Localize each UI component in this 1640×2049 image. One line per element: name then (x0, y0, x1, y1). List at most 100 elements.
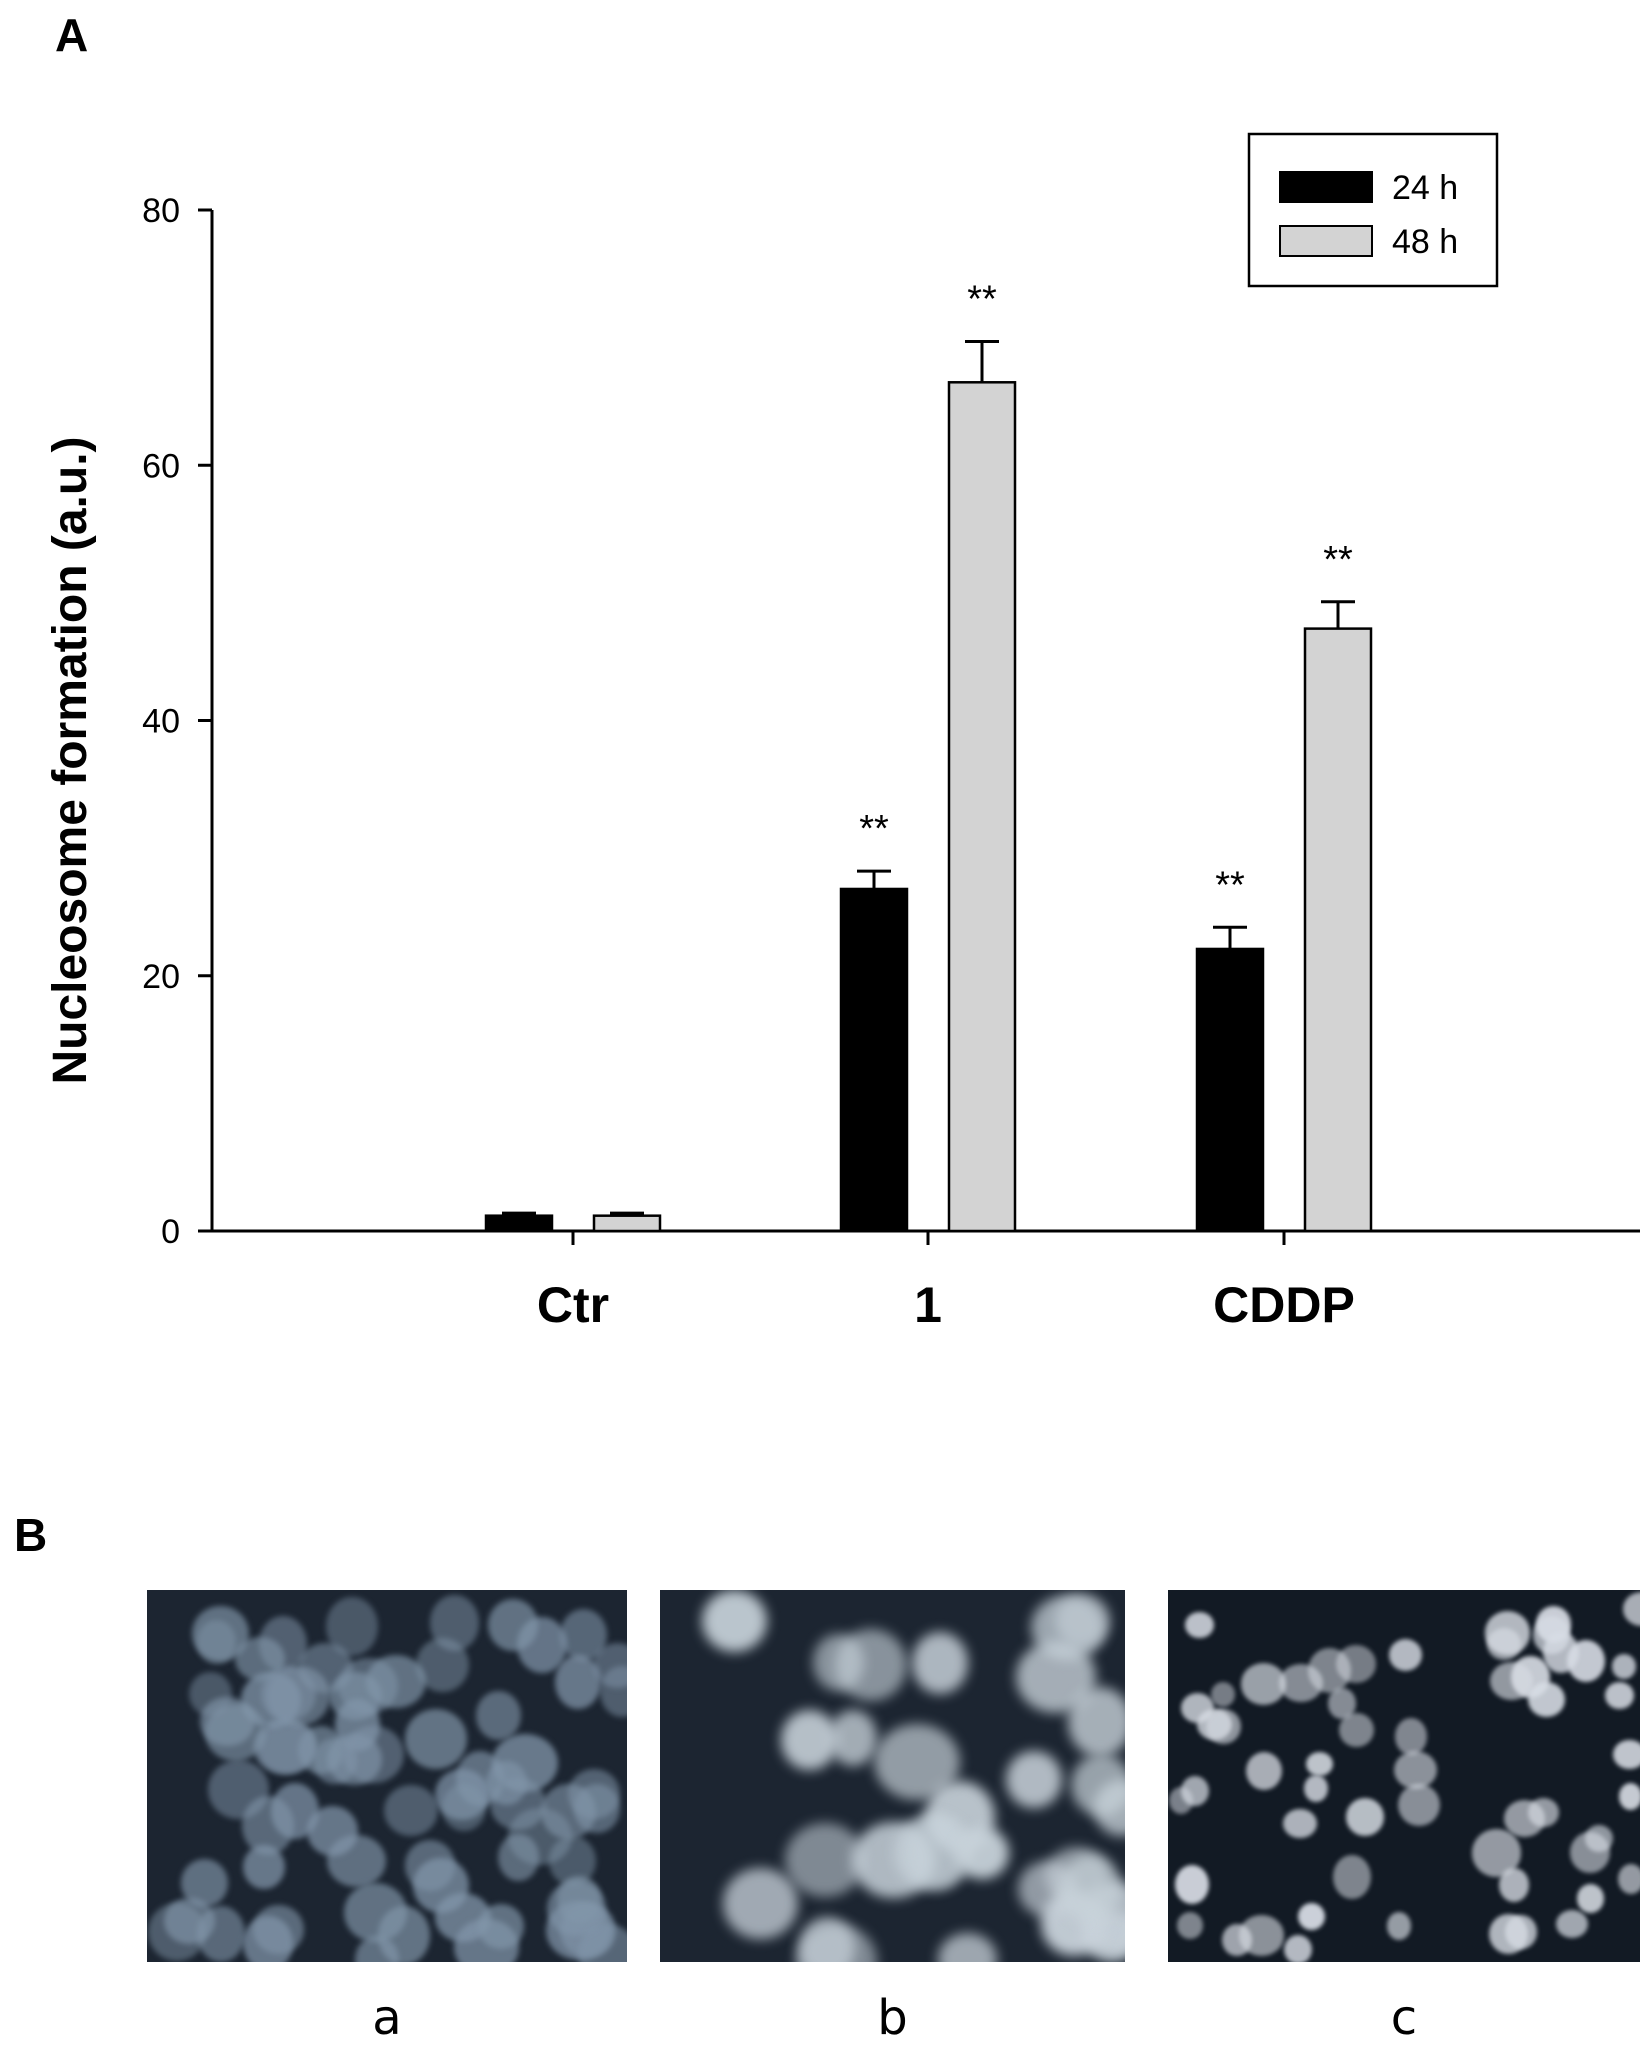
significance-mark-2: ** (1215, 864, 1245, 906)
cell-nucleus (1389, 1639, 1423, 1672)
cell-nucleus (1528, 1798, 1560, 1827)
y-tick-label-1: 20 (142, 958, 180, 996)
legend-label-0: 24 h (1392, 169, 1458, 207)
y-tick-label-2: 40 (142, 703, 180, 741)
cell-nucleus (404, 1709, 467, 1769)
cell-nucleus (813, 1633, 865, 1692)
significance-mark-3: ** (1323, 539, 1353, 581)
significance-mark-0: ** (859, 808, 889, 850)
cell-nucleus (1180, 1776, 1209, 1807)
cell-nucleus (1174, 1864, 1209, 1904)
cell-nucleus (1471, 1829, 1522, 1877)
x-tick-label-1: 1 (914, 1277, 942, 1333)
cell-nucleus (442, 1783, 486, 1831)
cell-nucleus (1306, 1752, 1334, 1777)
cell-nucleus (1283, 1934, 1313, 1962)
cell-nucleus (784, 1822, 866, 1898)
cell-nucleus (1623, 1592, 1640, 1626)
cell-nucleus (1328, 1688, 1356, 1719)
micrograph-a-label: a (372, 1990, 402, 2046)
x-tick-label-2: CDDP (1213, 1277, 1355, 1333)
bar-1-2 (1303, 627, 1373, 1233)
cell-nucleus (1505, 1915, 1538, 1950)
cell-nucleus (1184, 1611, 1214, 1639)
y-axis-label: Nucleosome formation (a.u.) (44, 436, 97, 1084)
cell-nucleus (192, 1605, 250, 1661)
legend-swatch-1 (1279, 225, 1373, 257)
x-tick-label-0: Ctr (537, 1277, 609, 1333)
cell-nucleus (478, 1904, 525, 1949)
cell-nucleus (1283, 1808, 1318, 1839)
bar-1-1 (947, 381, 1017, 1233)
cell-nucleus (1577, 1884, 1605, 1913)
cell-nucleus (1030, 1595, 1105, 1661)
cell-nucleus (384, 1784, 438, 1836)
cell-nucleus (1617, 1864, 1640, 1895)
bar-chart: 0 20 40 60 80 Nucleosome formation (a.u.) Ctr 1… (44, 132, 1640, 1333)
cell-nucleus (1335, 1645, 1376, 1683)
significance-mark-1: ** (967, 278, 997, 320)
cell-nucleus (1604, 1681, 1634, 1709)
cell-nucleus (492, 1733, 558, 1792)
panel-a-label: A (55, 9, 89, 61)
cell-nucleus (1298, 1903, 1326, 1931)
cell-nucleus (1612, 1739, 1640, 1770)
cell-nucleus (326, 1597, 379, 1657)
cell-nucleus (343, 1882, 408, 1942)
cell-nucleus (1006, 1751, 1062, 1809)
cell-nucleus (1346, 1798, 1385, 1836)
cell-nucleus (204, 1703, 267, 1761)
cell-nucleus (1210, 1682, 1235, 1707)
cell-nucleus (181, 1859, 229, 1907)
cell-nucleus (1570, 1832, 1611, 1874)
micrograph-c (1168, 1590, 1640, 1962)
cell-nucleus (1245, 1751, 1282, 1790)
cell-nucleus (487, 1599, 538, 1652)
cell-nucleus (1386, 1912, 1412, 1940)
micrograph-a (147, 1590, 627, 1962)
cell-nucleus (1395, 1718, 1427, 1755)
panel-b-label: B (14, 1509, 48, 1561)
cell-nucleus (1556, 1910, 1588, 1939)
cell-nucleus (498, 1834, 540, 1882)
cell-nucleus (557, 1876, 601, 1924)
micrograph-c-label: c (1390, 1990, 1418, 2046)
cell-nucleus (1490, 1661, 1534, 1701)
cell-nucleus (954, 1826, 1009, 1880)
cell-nucleus (723, 1868, 799, 1939)
cell-nucleus (1333, 1854, 1371, 1899)
cell-nucleus (306, 1805, 359, 1856)
cell-nucleus (701, 1590, 767, 1653)
cell-nucleus (342, 1725, 404, 1784)
cell-nucleus (476, 1691, 521, 1740)
cell-nucleus (1176, 1911, 1204, 1939)
cell-nucleus (1059, 1854, 1122, 1923)
y-tick-label-3: 60 (142, 447, 180, 485)
cell-nucleus (365, 1654, 426, 1708)
cell-nucleus (430, 1595, 480, 1651)
cell-nucleus (1068, 1686, 1125, 1758)
cell-nucleus (241, 1796, 294, 1856)
cell-nucleus (1241, 1663, 1287, 1705)
cell-nucleus (937, 1932, 998, 1962)
cell-nucleus (413, 1857, 470, 1914)
cell-nucleus (1071, 1753, 1125, 1817)
micrograph-b-label: b (877, 1990, 908, 2046)
cell-nucleus (541, 1783, 596, 1840)
y-tick-label-4: 80 (142, 192, 180, 230)
cell-nucleus (1611, 1654, 1636, 1679)
cell-nucleus (592, 1643, 627, 1689)
legend-swatch-0 (1279, 171, 1373, 203)
bar-0-1 (839, 887, 909, 1233)
y-tick-label-0: 0 (161, 1213, 180, 1251)
cell-nucleus (911, 1631, 969, 1694)
legend-label-1: 48 h (1392, 223, 1458, 261)
cell-nucleus (242, 1916, 293, 1962)
cell-nucleus (1238, 1915, 1285, 1956)
cell-nucleus (260, 1666, 316, 1721)
cell-nucleus (435, 1768, 489, 1821)
bar-0-0 (484, 1214, 554, 1233)
bar-0-2 (1195, 947, 1265, 1233)
cell-nucleus (1533, 1615, 1570, 1655)
micrograph-b (660, 1590, 1125, 1962)
